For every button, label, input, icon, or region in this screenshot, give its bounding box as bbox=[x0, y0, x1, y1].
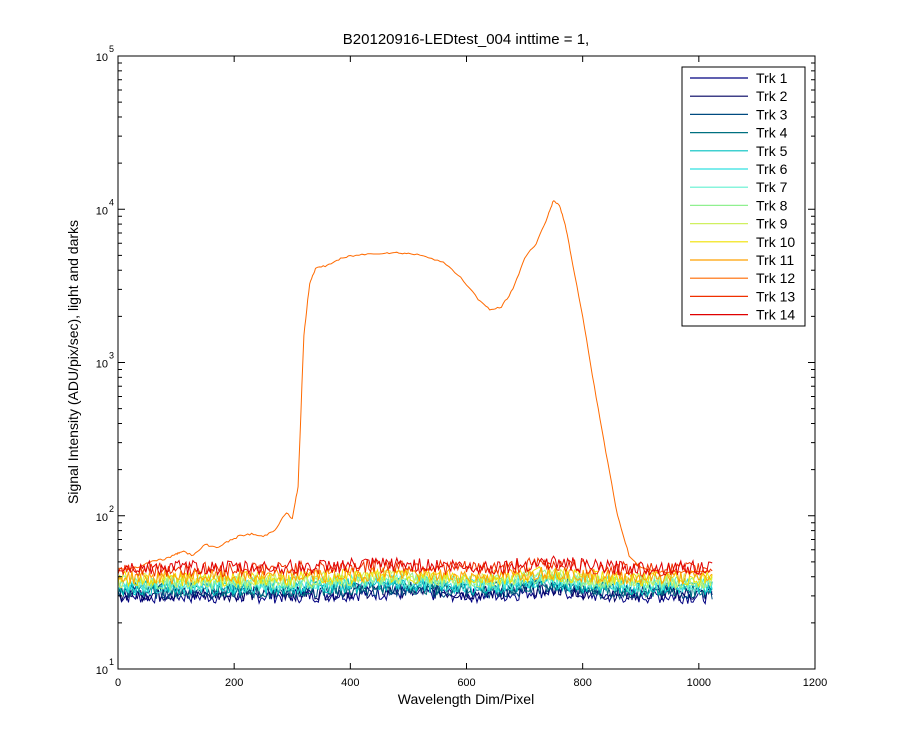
y-tick-label-exponent: 4 bbox=[109, 197, 114, 207]
data-layer bbox=[117, 200, 713, 606]
y-tick-label-base: 10 bbox=[96, 665, 108, 677]
x-axis-label: Wavelength Dim/Pixel bbox=[398, 691, 534, 707]
series-line bbox=[117, 566, 713, 588]
legend-label: Trk 3 bbox=[756, 106, 788, 122]
legend-label: Trk 2 bbox=[756, 88, 788, 104]
legend-label: Trk 6 bbox=[756, 161, 788, 177]
x-tick-label: 400 bbox=[341, 677, 359, 689]
legend-label: Trk 10 bbox=[756, 234, 795, 250]
y-tick-label-base: 10 bbox=[96, 205, 108, 217]
x-tick-label: 200 bbox=[225, 677, 243, 689]
y-axis-label: Signal Intensity (ADU/pix/sec), light an… bbox=[65, 220, 81, 504]
y-tick-label-base: 10 bbox=[96, 512, 108, 524]
y-tick-label-exponent: 3 bbox=[109, 351, 114, 361]
legend-box bbox=[681, 66, 806, 327]
legend-label: Trk 14 bbox=[756, 307, 795, 323]
x-tick-label: 800 bbox=[573, 677, 591, 689]
x-axis: 0 200 400 600 800 1000 1200 bbox=[115, 56, 827, 689]
y-tick-label-exponent: 5 bbox=[109, 44, 114, 54]
legend-label: Trk 13 bbox=[756, 288, 795, 304]
y-tick-label-exponent: 2 bbox=[109, 504, 114, 514]
series-line bbox=[117, 200, 711, 574]
legend-label: Trk 4 bbox=[756, 125, 788, 141]
legend-label: Trk 12 bbox=[756, 270, 795, 286]
legend-label: Trk 8 bbox=[756, 197, 788, 213]
y-tick-label-base: 10 bbox=[96, 52, 108, 64]
legend-label: Trk 7 bbox=[756, 179, 788, 195]
chart-title: B20120916-LEDtest_004 inttime = 1, bbox=[343, 31, 589, 48]
legend-label: Trk 5 bbox=[756, 143, 788, 159]
x-tick-label: 1200 bbox=[803, 677, 827, 689]
legend-label: Trk 9 bbox=[756, 216, 788, 232]
legend-label: Trk 1 bbox=[756, 70, 788, 86]
legend: Trk 1 Trk 2 Trk 3 Trk 4 Trk 5 Trk 6 Trk 7 Trk 8… bbox=[681, 66, 806, 327]
y-tick-label-base: 10 bbox=[96, 359, 108, 371]
series-line bbox=[117, 555, 713, 577]
x-tick-label: 1000 bbox=[687, 677, 711, 689]
series-line bbox=[117, 576, 713, 599]
legend-label: Trk 11 bbox=[756, 252, 794, 268]
x-tick-label: 600 bbox=[457, 677, 475, 689]
y-tick-label-exponent: 1 bbox=[109, 657, 114, 667]
x-tick-label: 0 bbox=[115, 677, 121, 689]
